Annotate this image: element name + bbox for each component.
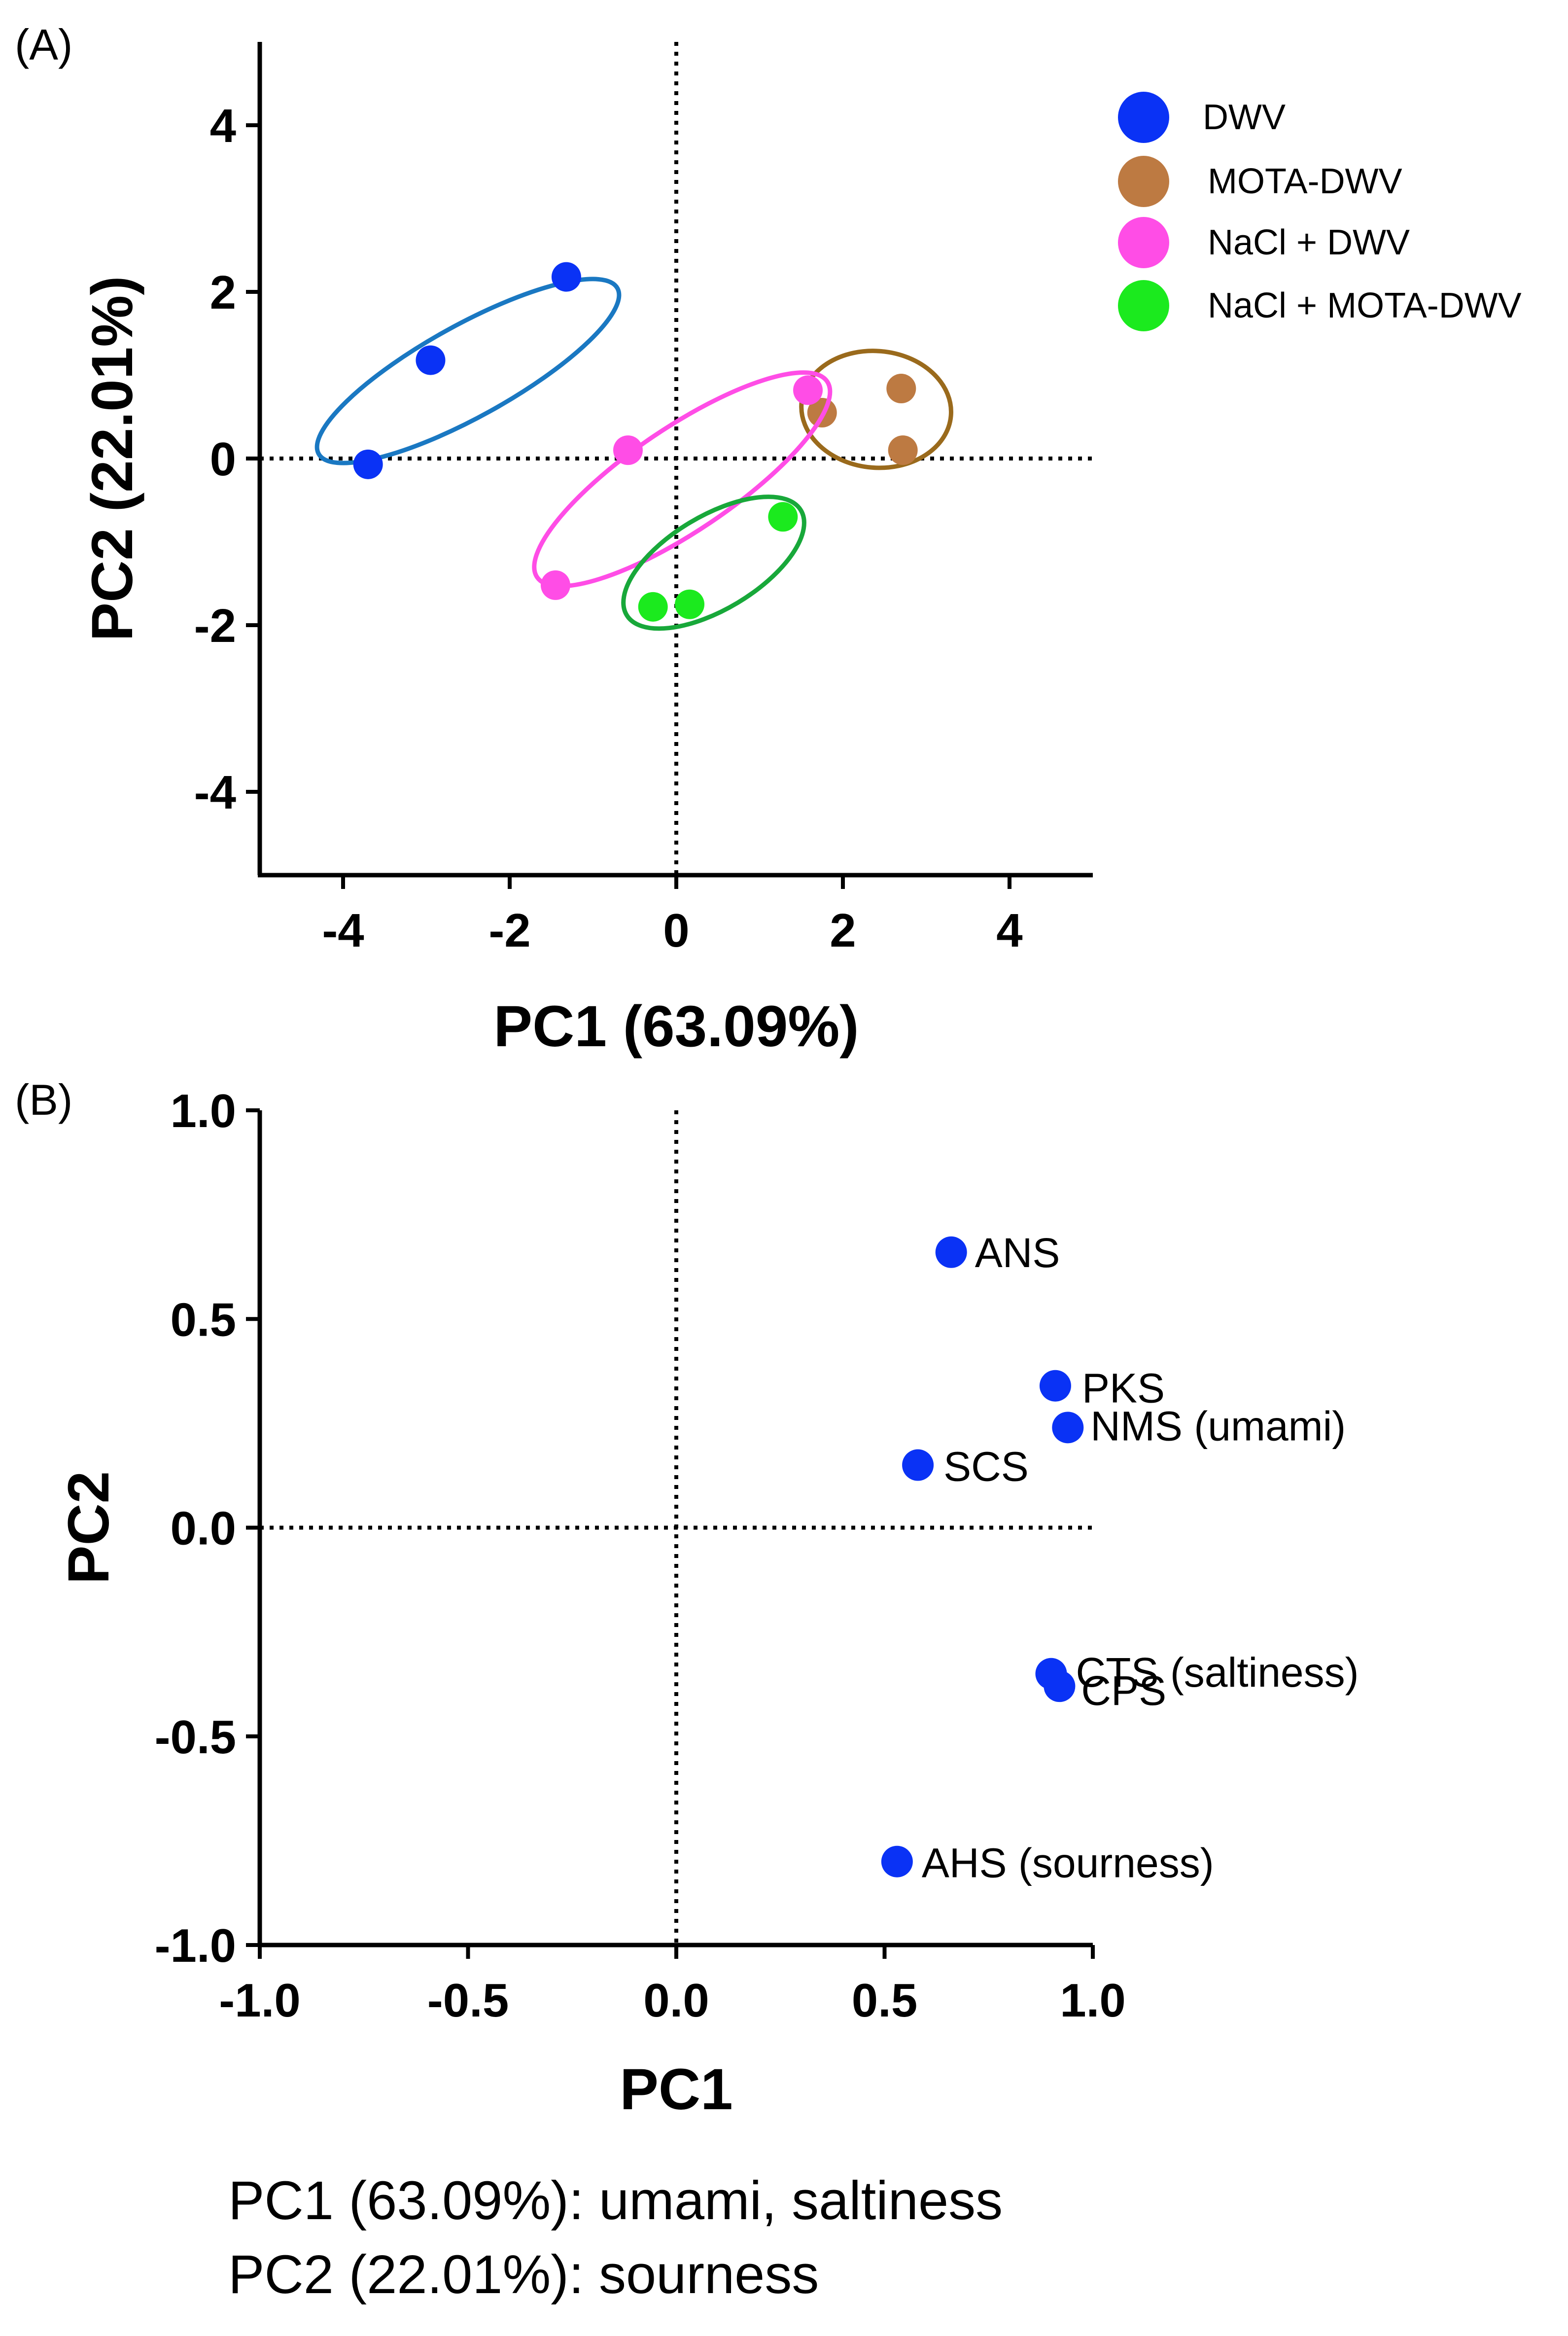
caption-line-1: PC1 (63.09%): umami, saltiness xyxy=(228,2170,1003,2231)
group-ellipse xyxy=(621,495,806,631)
data-point xyxy=(540,570,570,600)
data-point xyxy=(886,374,916,404)
x-tick-label: -1.0 xyxy=(219,1974,300,2027)
x-tick-label: -2 xyxy=(488,904,530,957)
legend-marker xyxy=(1118,92,1169,143)
legend-label: MOTA-DWV xyxy=(1208,162,1402,201)
x-axis-title: PC1 (63.09%) xyxy=(493,994,859,1059)
y-tick-label: 0.5 xyxy=(171,1293,236,1346)
panel-b-chart: -1.0 -0.5 0.0 0.5 1.0 -1.0 -0.5 0.0 0.5 1.0 PC1 PC2… xyxy=(56,1085,1359,2122)
x-tick-label: 0 xyxy=(663,904,689,957)
x-tick-label: 0.0 xyxy=(643,1974,709,2027)
legend-label: NaCl + DWV xyxy=(1208,223,1410,262)
panel-a-tag: (A) xyxy=(15,20,73,69)
x-tick-label: 1.0 xyxy=(1060,1974,1125,2027)
y-tick-label: 2 xyxy=(210,266,236,319)
x-axis-title: PC1 xyxy=(620,2057,733,2122)
y-tick-label: -1.0 xyxy=(155,1919,236,1972)
y-axis-title: PC2 xyxy=(56,1471,121,1585)
y-axis-title: PC2 (22.01%) xyxy=(80,276,145,641)
point-label: PKS xyxy=(1082,1365,1165,1412)
y-tick-label: 0.0 xyxy=(171,1502,236,1555)
y-tick-label: -0.5 xyxy=(155,1711,236,1764)
data-point xyxy=(1044,1670,1076,1702)
legend-marker xyxy=(1118,217,1169,268)
x-tick-label: 2 xyxy=(830,904,856,957)
data-point xyxy=(613,435,643,465)
x-tick-label: -0.5 xyxy=(427,1974,509,2027)
data-point xyxy=(638,592,668,622)
point-label: CPS xyxy=(1081,1667,1166,1714)
caption-line-2: PC2 (22.01%): sourness xyxy=(228,2244,819,2305)
x-tick-label: 0.5 xyxy=(852,1974,917,2027)
data-point xyxy=(881,1845,913,1877)
legend-label: DWV xyxy=(1203,98,1286,137)
x-tick-label: 4 xyxy=(996,904,1022,957)
data-point xyxy=(675,589,705,619)
data-point xyxy=(1052,1412,1084,1444)
data-point xyxy=(888,435,918,465)
point-label: AHS (sourness) xyxy=(922,1840,1214,1886)
data-point xyxy=(551,262,581,292)
data-point xyxy=(416,345,446,375)
data-point xyxy=(902,1449,934,1481)
point-label: NMS (umami) xyxy=(1090,1403,1346,1449)
data-point xyxy=(768,502,798,532)
group-ellipse xyxy=(314,277,622,465)
point-label: SCS xyxy=(943,1444,1029,1490)
x-tick-label: -4 xyxy=(322,904,364,957)
y-tick-label: 1.0 xyxy=(171,1085,236,1137)
y-tick-label: -2 xyxy=(194,600,236,652)
panel-a-chart: -4 -2 0 2 4 -4 -2 0 2 4 PC1 (63.09%) PC2 (22.01%) DW… xyxy=(80,42,1522,1059)
y-tick-label: -4 xyxy=(194,766,236,819)
point-label: CTS (saltiness) xyxy=(1076,1649,1359,1696)
panel-b-tag: (B) xyxy=(15,1075,73,1124)
data-point xyxy=(1039,1370,1071,1402)
group-ellipse xyxy=(532,370,833,589)
data-point xyxy=(793,375,823,405)
data-point xyxy=(353,449,383,479)
legend-marker xyxy=(1118,156,1169,207)
y-tick-label: 4 xyxy=(210,100,236,152)
point-label: ANS xyxy=(975,1230,1060,1276)
y-tick-label: 0 xyxy=(210,433,236,486)
legend-label: NaCl + MOTA-DWV xyxy=(1208,286,1522,325)
legend-marker xyxy=(1118,280,1169,331)
data-point xyxy=(935,1236,967,1268)
